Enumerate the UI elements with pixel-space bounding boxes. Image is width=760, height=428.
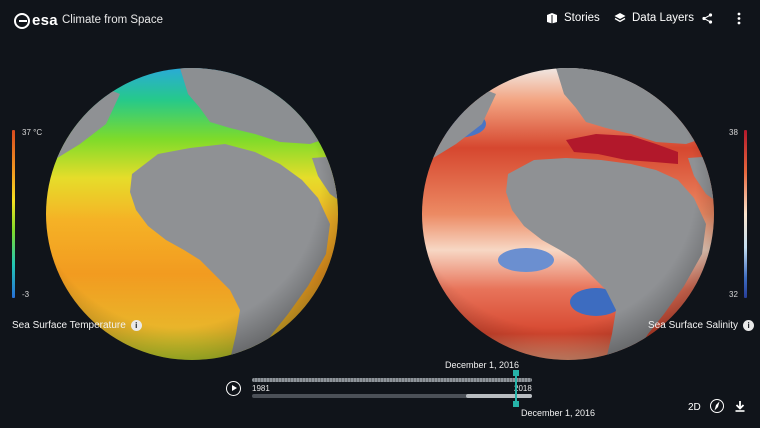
- esa-logo-icon: [14, 12, 30, 29]
- timeline-track-top[interactable]: [252, 378, 532, 382]
- info-icon[interactable]: i: [130, 320, 142, 331]
- sss-color-scale: [744, 130, 747, 298]
- more-icon[interactable]: [736, 12, 742, 25]
- sss-layer-label: Sea Surface Salinity i: [648, 320, 755, 331]
- compass-icon[interactable]: [710, 399, 724, 413]
- stories-button[interactable]: Stories: [546, 12, 600, 24]
- app-title: Climate from Space: [62, 14, 163, 26]
- sst-scale-min: -3: [22, 290, 30, 299]
- timeline-date-bottom: December 1, 2016: [521, 408, 596, 418]
- sss-layer-name: Sea Surface Salinity: [648, 320, 739, 331]
- download-icon[interactable]: [734, 400, 746, 412]
- stories-icon: [547, 13, 557, 24]
- share-icon[interactable]: [702, 13, 713, 24]
- sst-color-scale: [12, 130, 15, 298]
- timeline-handle-top[interactable]: [513, 370, 519, 376]
- info-icon[interactable]: i: [743, 320, 755, 331]
- layers-icon: [614, 13, 626, 23]
- stories-label: Stories: [564, 12, 600, 24]
- sst-globe[interactable]: [40, 64, 344, 364]
- sss-scale-min: 32: [729, 290, 738, 299]
- data-layers-label: Data Layers: [632, 12, 695, 24]
- timeline-track-bottom[interactable]: [252, 394, 532, 398]
- view-2d-button[interactable]: 2D: [688, 402, 701, 413]
- sst-scale-max: 37 °C: [22, 128, 43, 137]
- esa-logo-text: esa: [32, 12, 58, 29]
- sst-layer-name: Sea Surface Temperature: [12, 320, 126, 331]
- timeline-end-year: 2018: [514, 384, 532, 393]
- sss-scale-max: 38: [729, 128, 738, 137]
- timeline-cursor-line: [515, 370, 517, 406]
- timeline-handle-bottom[interactable]: [513, 401, 519, 407]
- esa-logo[interactable]: esa: [14, 12, 58, 29]
- sss-globe[interactable]: [416, 64, 720, 364]
- timeline-range-fill: [466, 394, 532, 398]
- data-layers-button[interactable]: Data Layers: [614, 12, 694, 24]
- timeline-date-top: December 1, 2016: [445, 360, 520, 370]
- sst-layer-label: Sea Surface Temperature i: [12, 320, 142, 331]
- play-icon[interactable]: [226, 381, 241, 396]
- timeline-start-year: 1981: [252, 384, 270, 393]
